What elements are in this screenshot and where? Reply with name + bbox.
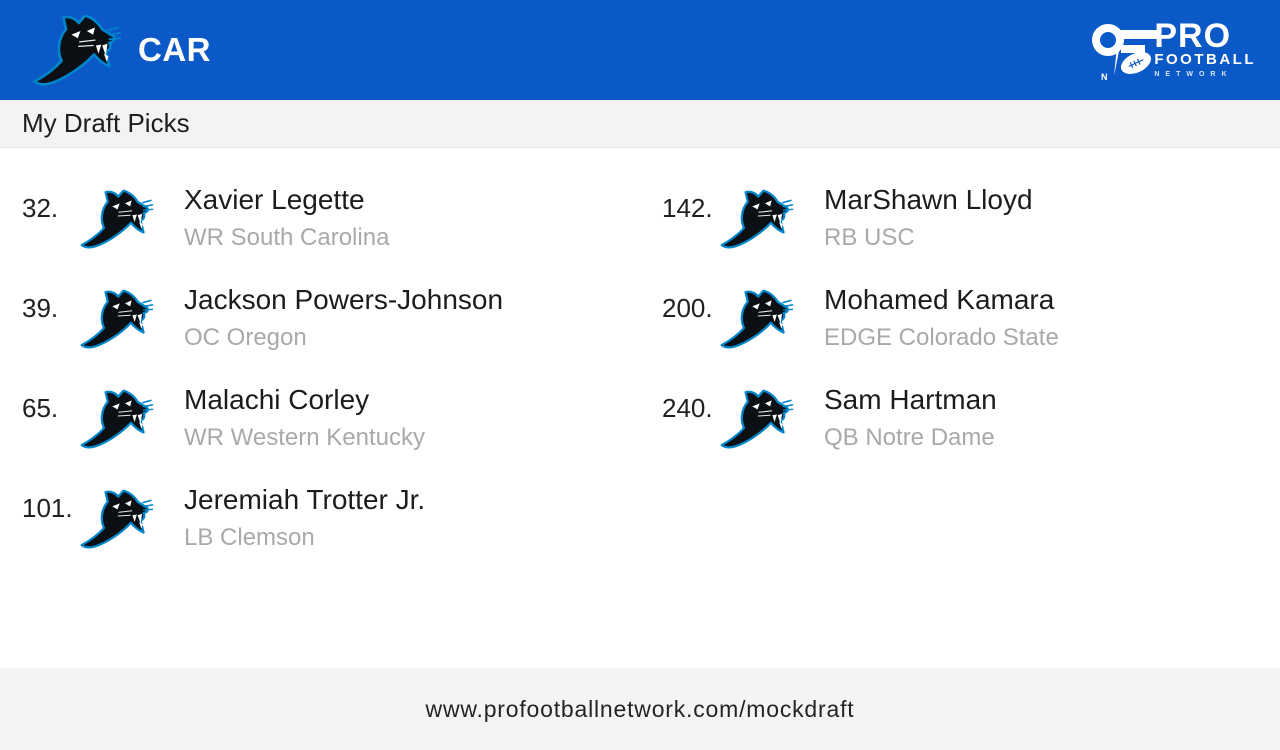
pick-text: Sam Hartman QB Notre Dame xyxy=(824,382,997,452)
panthers-logo-icon xyxy=(80,289,154,349)
panthers-logo-icon xyxy=(80,489,154,549)
pick-number: 240. xyxy=(662,393,713,423)
pick-text: Malachi Corley WR Western Kentucky xyxy=(184,382,425,452)
draft-pick-row: 101. Jeremiah Trotter Jr. LB Clemson xyxy=(0,482,640,556)
draft-pick-row: 39. Jackson Powers-Johnson OC Oregon xyxy=(0,282,640,356)
pick-number: 200. xyxy=(662,293,713,323)
football-icon xyxy=(1121,52,1152,74)
picks-column-right: 142. MarShawn Lloyd RB USC 200. Mohamed … xyxy=(640,182,1280,582)
pfn-logo: N PRO FOOTBALL NETWORK xyxy=(1088,18,1256,82)
player-position-school: WR Western Kentucky xyxy=(184,424,425,451)
pick-text: Mohamed Kamara EDGE Colorado State xyxy=(824,282,1059,352)
pfn-wordmark-pro: PRO xyxy=(1154,17,1232,55)
panthers-logo-icon xyxy=(720,389,794,449)
pick-number: 101. xyxy=(22,493,73,523)
player-position-school: OC Oregon xyxy=(184,324,307,351)
promo-footer: www.profootballnetwork.com/mockdraft xyxy=(0,668,1280,750)
draft-pick-row: 240. Sam Hartman QB Notre Dame xyxy=(640,382,1280,456)
pick-text: Xavier Legette WR South Carolina xyxy=(184,182,389,252)
player-position-school: EDGE Colorado State xyxy=(824,324,1059,351)
pfn-wordmark-football: FOOTBALL xyxy=(1154,51,1256,68)
pick-number: 32. xyxy=(22,193,59,223)
pick-text: Jeremiah Trotter Jr. LB Clemson xyxy=(184,482,425,552)
pick-number: 65. xyxy=(22,393,59,423)
player-name: MarShawn Lloyd xyxy=(824,184,1033,215)
svg-text:N: N xyxy=(1101,72,1108,82)
player-position-school: LB Clemson xyxy=(184,524,315,551)
draft-pick-row: 200. Mohamed Kamara EDGE Colorado State xyxy=(640,282,1280,356)
player-name: Sam Hartman xyxy=(824,384,997,415)
draft-picks-list: 32. Xavier Legette WR South Carolina 39.… xyxy=(0,148,1280,668)
player-position-school: QB Notre Dame xyxy=(824,424,995,451)
pick-number: 39. xyxy=(22,293,59,323)
player-name: Jeremiah Trotter Jr. xyxy=(184,484,426,515)
panthers-logo-icon xyxy=(720,289,794,349)
player-name: Mohamed Kamara xyxy=(824,284,1055,315)
pick-text: Jackson Powers-Johnson OC Oregon xyxy=(184,282,503,352)
pfn-wordmark-network: NETWORK xyxy=(1154,71,1233,78)
pick-text: MarShawn Lloyd RB USC xyxy=(824,182,1033,252)
pfn-wordmark: PRO FOOTBALL NETWORK xyxy=(1154,17,1256,79)
draft-pick-row: 65. Malachi Corley WR Western Kentucky xyxy=(0,382,640,456)
player-position-school: RB USC xyxy=(824,224,915,251)
player-name: Malachi Corley xyxy=(184,384,370,415)
pick-number: 142. xyxy=(662,193,713,223)
section-header: My Draft Picks xyxy=(0,100,1280,148)
panthers-logo-icon xyxy=(80,389,154,449)
panthers-logo-icon xyxy=(720,189,794,249)
panthers-logo-icon xyxy=(80,189,154,249)
section-title: My Draft Picks xyxy=(22,108,190,138)
player-name: Xavier Legette xyxy=(184,184,365,215)
footer-url: www.profootballnetwork.com/mockdraft xyxy=(425,695,855,722)
team-header: CAR N PRO xyxy=(0,0,1280,100)
picks-column-left: 32. Xavier Legette WR South Carolina 39.… xyxy=(0,182,640,582)
player-name: Jackson Powers-Johnson xyxy=(184,284,504,315)
player-position-school: WR South Carolina xyxy=(184,224,390,251)
panthers-logo-icon xyxy=(33,14,122,86)
team-abbreviation: CAR xyxy=(138,31,211,68)
pfn-monogram-icon: N xyxy=(1092,24,1159,82)
draft-pick-row: 142. MarShawn Lloyd RB USC xyxy=(640,182,1280,256)
draft-pick-row: 32. Xavier Legette WR South Carolina xyxy=(0,182,640,256)
